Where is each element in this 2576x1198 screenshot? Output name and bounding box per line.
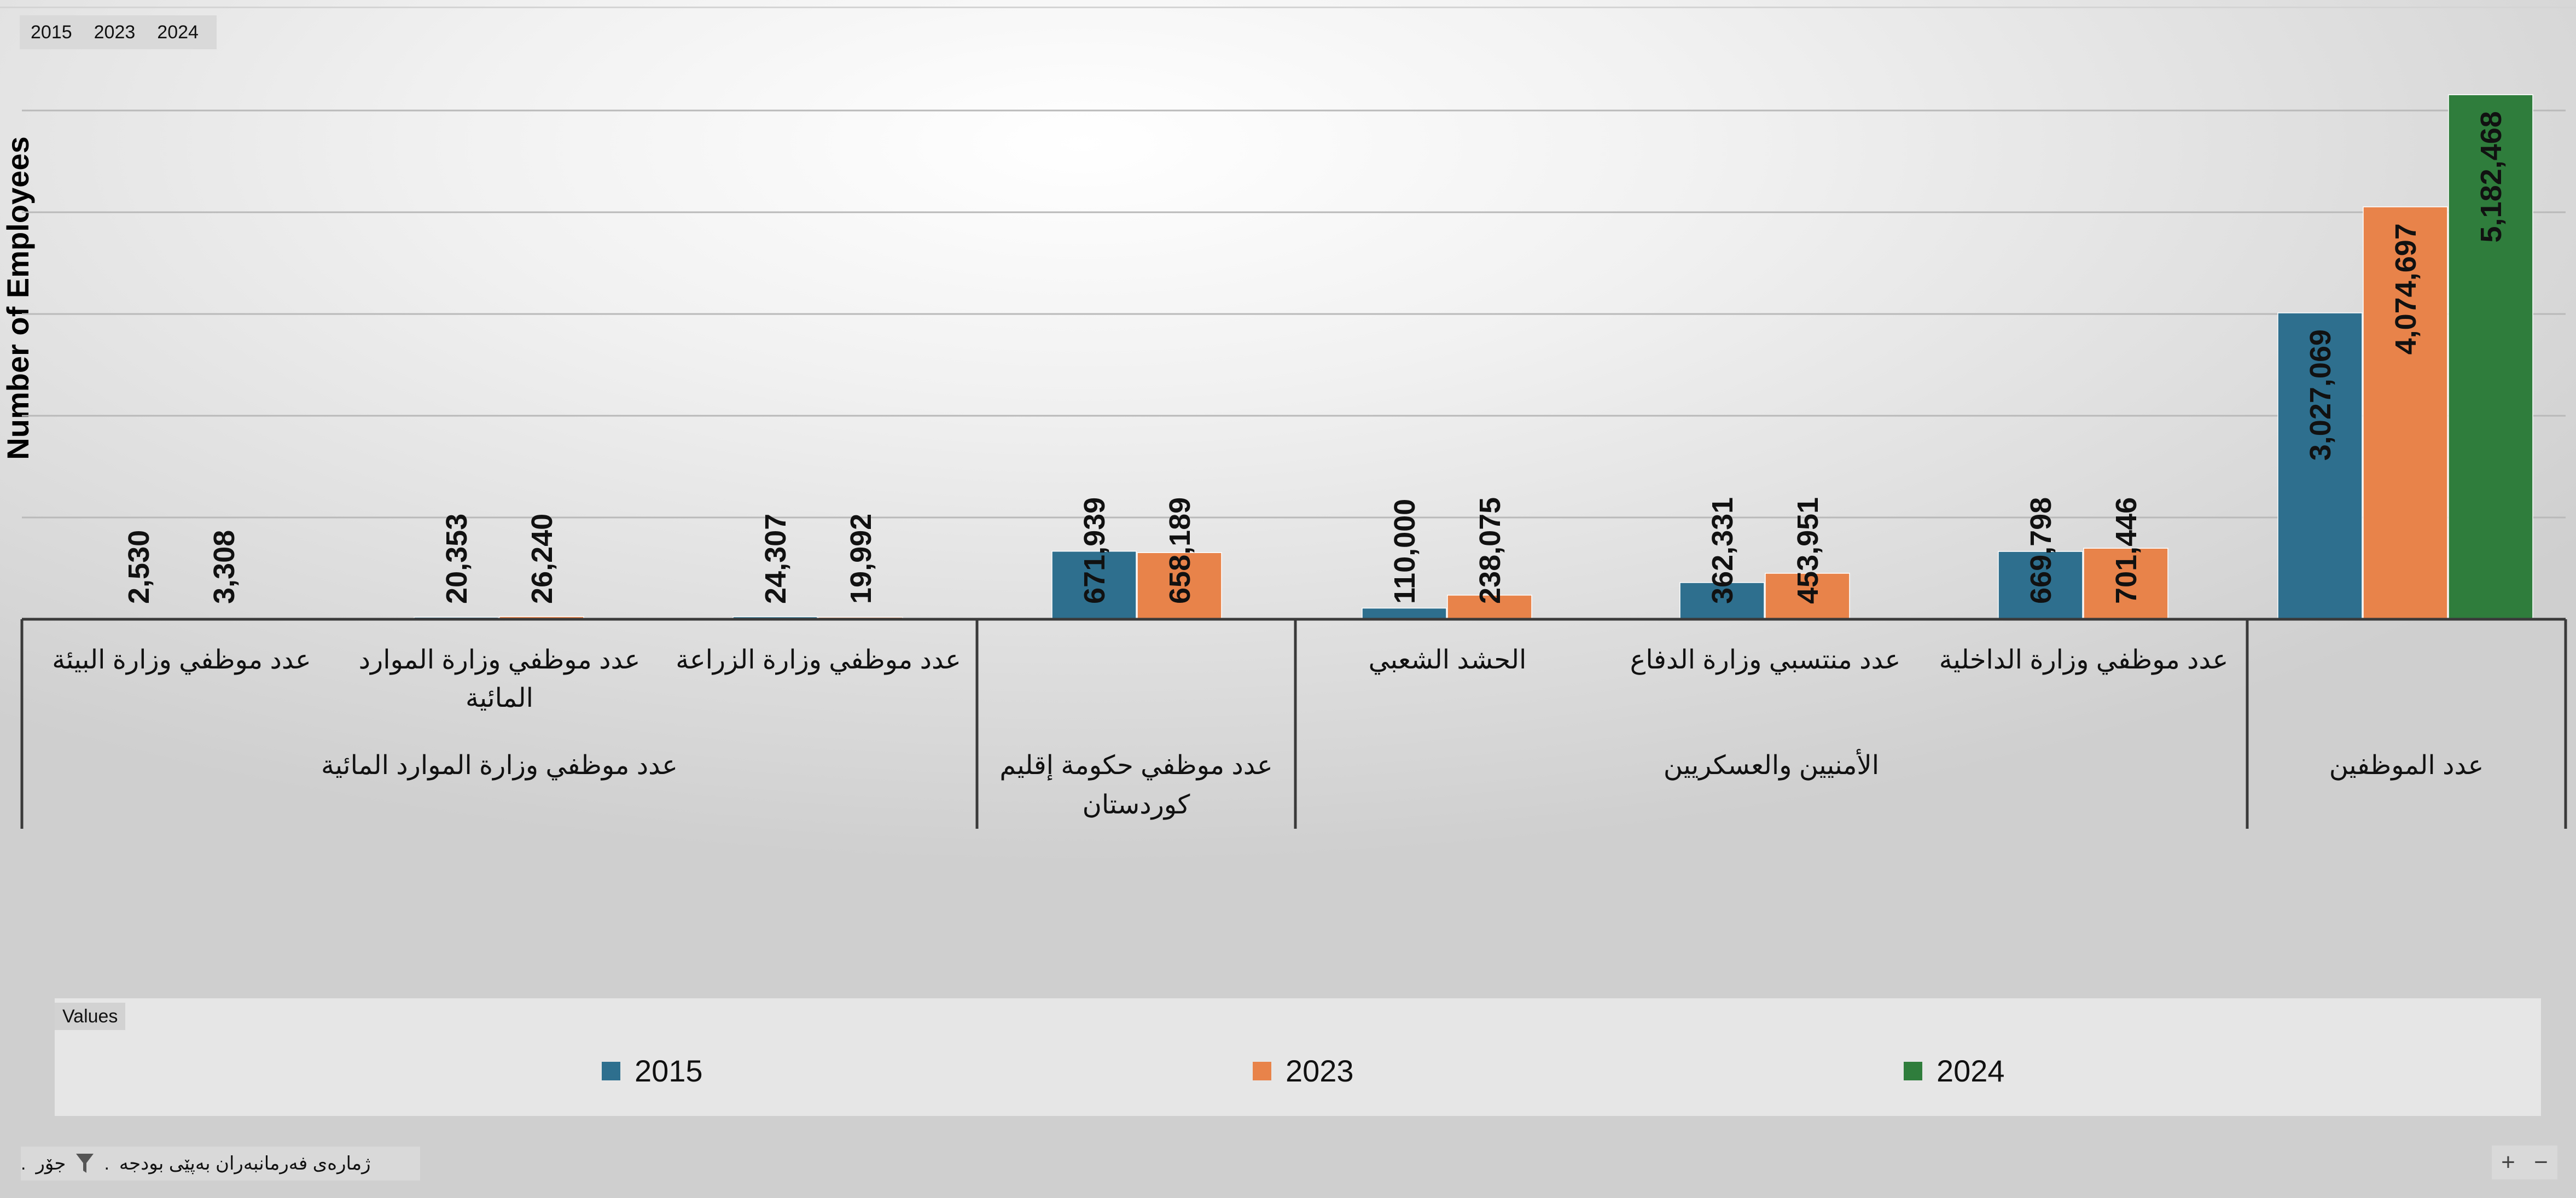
legend-item-2015[interactable]: 2015: [602, 1053, 703, 1089]
value-label: 20,353: [440, 514, 473, 604]
category-label: عدد موظفي وزارة الموارد: [359, 645, 641, 675]
value-label: 701,446: [2110, 497, 2143, 604]
category-label: عدد منتسبي وزارة الدفاع: [1630, 645, 1901, 675]
zoom-controls: + −: [2492, 1145, 2557, 1179]
value-label: 24,307: [759, 514, 792, 604]
value-label: 3,027,069: [2304, 329, 2337, 461]
group-label: عدد موظفي حكومة إقليم: [999, 751, 1272, 781]
category-label: المائية: [466, 684, 533, 713]
bar-2023[interactable]: [1765, 573, 1850, 620]
year-button-2015[interactable]: 2015: [31, 22, 72, 43]
value-label: 453,951: [1792, 497, 1824, 604]
bar-2023[interactable]: [1137, 552, 1222, 620]
category-label: عدد موظفي وزارة البيئة: [52, 645, 311, 675]
bar-2015[interactable]: [1051, 550, 1137, 620]
bar-2015[interactable]: [1998, 551, 2083, 620]
value-label: 4,074,697: [2389, 223, 2422, 354]
zoom-out-button[interactable]: −: [2534, 1149, 2548, 1176]
bar-2015[interactable]: [1362, 607, 1447, 620]
legend-swatch-2023: [1253, 1061, 1271, 1080]
category-label: الحشد الشعبي: [1369, 645, 1527, 675]
bar-2024[interactable]: [2448, 94, 2533, 620]
group-label: الأمنيين والعسكريين: [1664, 749, 1879, 781]
bar-2015[interactable]: [2277, 312, 2363, 620]
year-button-2024[interactable]: 2024: [157, 22, 199, 43]
value-label: 5,182,468: [2475, 111, 2508, 242]
legend-title: Values: [55, 1003, 126, 1030]
field-filter-title: ژمارەی فەرمانبەران بەپێی بودجە: [119, 1153, 371, 1174]
year-button-2023[interactable]: 2023: [94, 22, 136, 43]
legend-swatch-2015: [602, 1061, 620, 1080]
category-label: عدد موظفي وزارة الداخلية: [1939, 645, 2229, 675]
category-label: عدد موظفي وزارة الزراعة: [676, 645, 961, 675]
legend-label-2015: 2015: [635, 1054, 703, 1088]
bar-2015[interactable]: [1679, 582, 1765, 620]
legend-item-2023[interactable]: 2023: [1253, 1053, 1354, 1089]
filter-separator-end: .: [21, 1153, 26, 1174]
field-filter-name: جۆر: [36, 1153, 66, 1174]
filter-separator: .: [104, 1153, 109, 1174]
value-label: 26,240: [526, 514, 559, 604]
legend-swatch-2024: [1904, 1061, 1922, 1080]
value-label: 362,331: [1706, 497, 1739, 604]
legend-items: 2015 2023 2024: [55, 1053, 2541, 1097]
group-label: عدد موظفي وزارة الموارد المائية: [321, 751, 678, 781]
value-label: 671,939: [1078, 497, 1111, 604]
legend-item-2024[interactable]: 2024: [1904, 1053, 2005, 1089]
zoom-in-button[interactable]: +: [2501, 1149, 2515, 1176]
value-label: 19,992: [845, 514, 877, 604]
value-label: 669,798: [2025, 497, 2057, 604]
group-label: عدد الموظفين: [2329, 751, 2484, 781]
value-label: 238,075: [1474, 497, 1507, 604]
top-divider: [0, 7, 2576, 8]
value-label: 658,189: [1164, 497, 1196, 604]
legend-label-2024: 2024: [1937, 1054, 2005, 1088]
bar-2023[interactable]: [2363, 206, 2448, 620]
legend-panel: [55, 998, 2541, 1116]
bar-chart: 3,027,069 4,074,697 5,182,468 عدد الموظفين 6…: [20, 94, 2567, 829]
value-label: 110,000: [1388, 499, 1421, 604]
value-label: 2,530: [123, 530, 155, 604]
value-label: 3,308: [208, 530, 241, 604]
year-filter-buttons: 2015 2023 2024: [20, 15, 217, 49]
group-label: كوردستان: [1083, 790, 1190, 820]
bar-2023[interactable]: [1447, 595, 1532, 620]
field-filter-bar[interactable]: ژمارەی فەرمانبەران بەپێی بودجە . جۆر .: [21, 1147, 420, 1180]
filter-icon[interactable]: [75, 1153, 94, 1174]
legend-label-2023: 2023: [1286, 1054, 1354, 1088]
